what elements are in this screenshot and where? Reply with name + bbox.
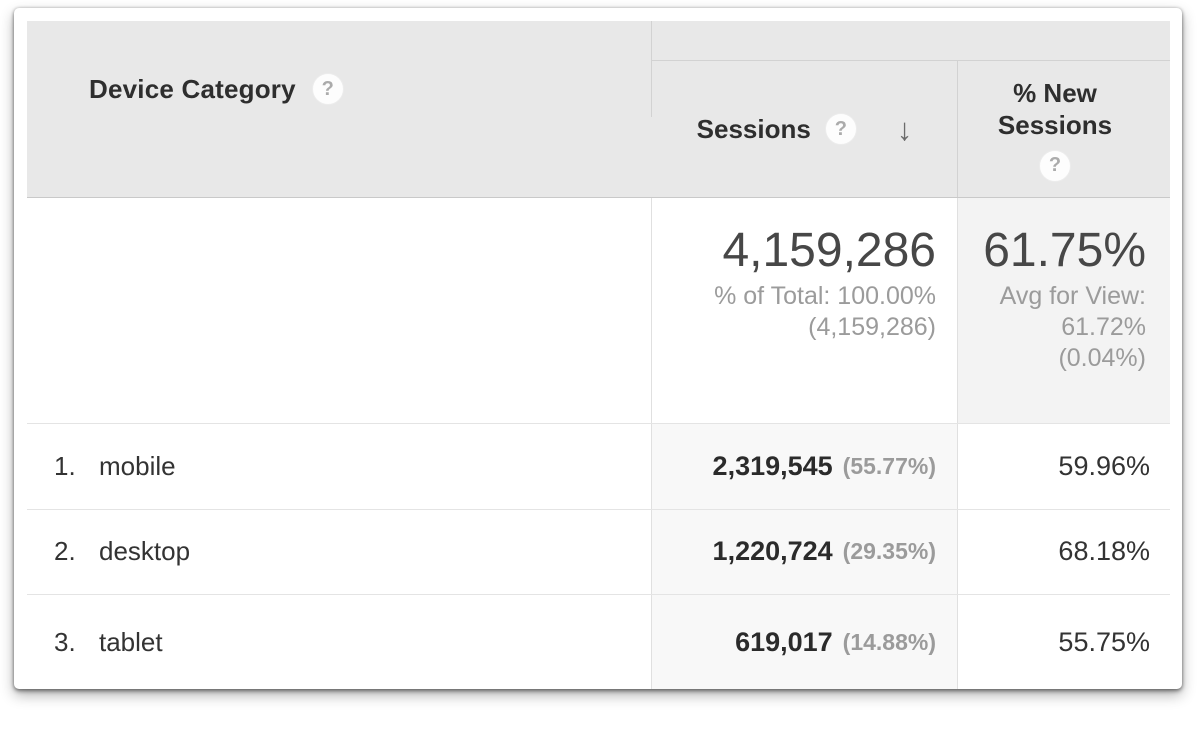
summary-dimension-cell	[27, 198, 652, 423]
summary-row: 4,159,286 % of Total: 100.00% (4,159,286…	[27, 198, 1170, 424]
sessions-percent: (14.88%)	[842, 628, 936, 655]
summary-sessions-cell: 4,159,286 % of Total: 100.00% (4,159,286…	[652, 198, 958, 423]
new-sessions-header-label: % New Sessions	[997, 77, 1113, 140]
metric-headers: Sessions ? ↓ % New Sessions ?	[652, 21, 1170, 198]
device-label: desktop	[99, 536, 191, 567]
analytics-table-card: Device Category ? Sessions ? ↓ % New Ses…	[14, 8, 1182, 689]
row-index: 2.	[54, 536, 76, 567]
sessions-header-label: Sessions	[696, 113, 811, 144]
device-category-table: Device Category ? Sessions ? ↓ % New Ses…	[27, 21, 1170, 689]
row-index: 1.	[54, 450, 76, 481]
sessions-percent: (29.35%)	[842, 538, 936, 565]
sessions-total-value: 4,159,286	[722, 224, 936, 278]
new-sessions-cell: 59.96%	[1058, 450, 1150, 481]
summary-new-sessions-cell: 61.75% Avg for View: 61.72% (0.04%)	[958, 198, 1170, 423]
row-index: 3.	[54, 626, 76, 657]
help-icon[interactable]: ?	[1039, 149, 1071, 182]
column-header-new-sessions[interactable]: % New Sessions ?	[958, 61, 1170, 197]
dimension-cell: 2. desktop	[27, 509, 652, 595]
table-row: 3. tablet 619,017 (14.88%) 55.75%	[27, 595, 1170, 689]
device-label: tablet	[99, 626, 163, 657]
help-icon[interactable]: ?	[824, 113, 857, 146]
new-sessions-avg-value: 61.72%	[1061, 313, 1146, 342]
sessions-percent: (55.77%)	[842, 452, 936, 479]
table-row: 2. desktop 1,220,724 (29.35%) 68.18%	[27, 509, 1170, 596]
new-sessions-avg-label: Avg for View:	[999, 282, 1146, 311]
new-sessions-total-subtext: Avg for View: 61.72% (0.04%)	[958, 281, 1146, 374]
column-header-sessions[interactable]: Sessions ? ↓	[652, 61, 958, 198]
new-sessions-cell: 55.75%	[1058, 626, 1150, 657]
help-icon[interactable]: ?	[311, 73, 344, 105]
sessions-value: 1,220,724	[712, 536, 833, 567]
metric-header-row: Sessions ? ↓ % New Sessions ?	[652, 61, 1170, 198]
device-label: mobile	[99, 450, 176, 481]
column-header-device-category[interactable]: Device Category ?	[27, 21, 652, 117]
dimension-cell: 3. tablet	[27, 595, 652, 689]
sessions-total-paren: (4,159,286)	[808, 313, 936, 342]
sessions-value: 619,017	[735, 626, 833, 657]
sort-descending-icon[interactable]: ↓	[896, 111, 913, 147]
sessions-percent-of-total: % of Total: 100.00%	[714, 282, 936, 311]
new-sessions-cell: 68.18%	[1058, 536, 1150, 567]
sessions-cell: 1,220,724 (29.35%)	[652, 509, 958, 595]
metric-group-strip	[652, 21, 1170, 61]
sessions-value: 2,319,545	[712, 450, 833, 481]
device-category-header-label: Device Category	[89, 73, 296, 104]
sessions-cell: 2,319,545 (55.77%)	[652, 423, 958, 509]
new-sessions-total-value: 61.75%	[983, 224, 1146, 278]
sessions-cell: 619,017 (14.88%)	[652, 595, 958, 689]
table-header: Device Category ? Sessions ? ↓ % New Ses…	[27, 21, 1170, 199]
dimension-cell: 1. mobile	[27, 423, 652, 509]
sessions-total-subtext: % of Total: 100.00% (4,159,286)	[652, 281, 936, 343]
table-row: 1. mobile 2,319,545 (55.77%) 59.96%	[27, 423, 1170, 510]
new-sessions-avg-paren: (0.04%)	[1058, 344, 1146, 373]
